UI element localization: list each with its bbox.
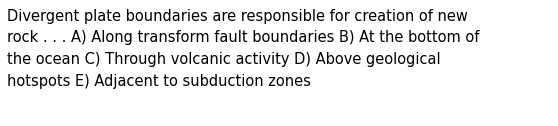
Text: Divergent plate boundaries are responsible for creation of new
rock . . . A) Alo: Divergent plate boundaries are responsib… — [7, 9, 480, 89]
